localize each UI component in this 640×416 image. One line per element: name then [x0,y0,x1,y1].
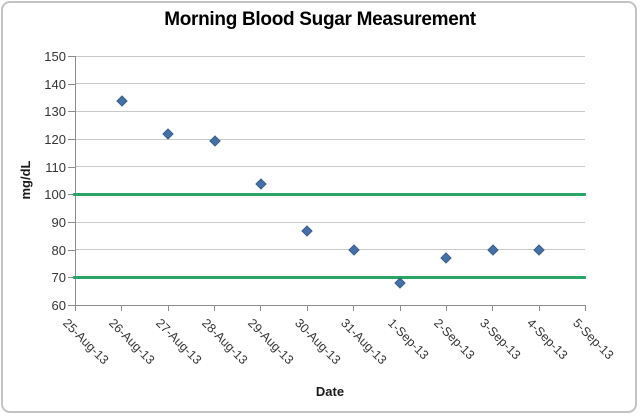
gridline [75,83,585,85]
y-tick-label: 60 [51,298,66,313]
x-tick-mark [75,305,76,311]
x-tick-label: 27-Aug-13 [152,316,204,368]
x-tick-mark [492,305,494,311]
x-tick-label: 26-Aug-13 [106,316,158,368]
x-tick-mark [445,305,447,311]
x-tick-mark [538,305,540,311]
y-tick-mark [68,83,75,85]
gridline [75,249,585,251]
reference-line-100 [73,192,586,196]
x-tick-label: 25-Aug-13 [60,316,112,368]
reference-line-70 [73,275,586,279]
y-tick-label: 140 [44,76,66,92]
x-tick-label: 3-Sep-13 [477,316,524,363]
y-tick-label: 130 [44,104,66,120]
y-tick-mark [68,56,75,57]
data-point [533,244,545,256]
data-point [301,225,313,237]
y-tick-label: 70 [51,270,66,286]
x-tick-label: 2-Sep-13 [431,316,478,363]
x-tick-mark [306,305,308,311]
gridline [75,166,585,168]
x-axis-title: Date [315,384,345,399]
x-tick-mark [121,305,123,311]
y-tick-mark [68,194,75,196]
x-tick-label: 29-Aug-13 [245,316,297,368]
data-point [440,252,453,265]
y-tick-mark [68,222,75,223]
data-point [208,135,221,147]
gridline [75,221,585,223]
y-tick-mark [68,277,75,279]
y-axis-line [75,56,76,305]
x-tick-label: 5-Sep-13 [570,316,617,363]
x-tick-mark [585,305,586,311]
y-tick-label: 110 [45,159,66,175]
x-tick-label: 31-Aug-13 [338,316,390,368]
x-tick-label: 30-Aug-13 [291,316,344,368]
x-tick-mark [167,305,169,311]
x-tick-mark [399,305,401,311]
y-axis-title: mg/dL [18,160,33,200]
gridline [75,138,585,140]
y-tick-mark [68,305,75,306]
y-tick-label: 100 [44,187,66,203]
x-tick-label: 4-Sep-13 [523,316,570,363]
data-point [348,244,360,256]
data-point [116,95,128,107]
x-axis-line [73,305,586,306]
y-tick-label: 80 [51,242,66,258]
gridline [75,110,585,112]
data-point [255,178,267,190]
y-tick-mark [68,249,75,251]
x-tick-mark [214,305,216,311]
x-tick-mark [353,305,355,311]
gridline [75,55,585,57]
x-tick-label: 1-Sep-13 [384,316,431,363]
y-tick-mark [68,139,75,140]
y-tick-mark [68,111,75,113]
x-tick-mark [260,305,262,311]
y-tick-label: 150 [44,49,66,64]
y-tick-mark [68,166,75,168]
chart-title: Morning Blood Sugar Measurement [164,9,476,30]
x-tick-label: 28-Aug-13 [199,316,251,368]
y-tick-label: 90 [51,215,66,230]
data-point [394,277,406,290]
data-point [487,244,499,256]
y-tick-label: 120 [44,132,66,147]
